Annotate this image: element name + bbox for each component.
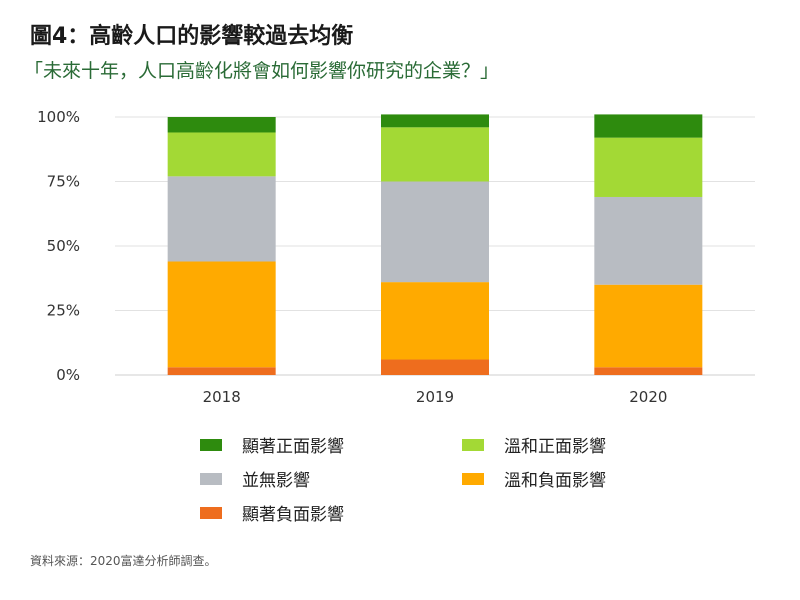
y-tick-label: 50% bbox=[47, 237, 80, 255]
bar-segment-mild-negative bbox=[381, 282, 489, 360]
bar-segment-mild-negative bbox=[167, 261, 276, 368]
bar-segment-no-impact bbox=[594, 196, 703, 285]
x-tick-label: 2020 bbox=[629, 388, 667, 406]
stacked-bar-chart: 0% 25% 50% 75% 100% 2018 2019 2020 bbox=[37, 108, 755, 406]
legend-swatch bbox=[200, 472, 222, 485]
legend-label: 溫和負面影響 bbox=[504, 471, 606, 491]
x-tick-label: 2019 bbox=[416, 388, 454, 406]
legend-swatch bbox=[462, 472, 484, 485]
legend-swatch bbox=[200, 506, 222, 519]
bar-segment-mild-positive bbox=[167, 132, 276, 177]
bar-segment-no-impact bbox=[381, 181, 489, 283]
bar-segment-mild-positive bbox=[594, 137, 703, 197]
x-tick-label: 2018 bbox=[203, 388, 241, 406]
legend-item-mild-positive: 溫和正面影響 bbox=[462, 432, 606, 457]
bar-segment-significant-positive bbox=[167, 117, 276, 133]
source-note: 資料來源：2020富達分析師調查。 bbox=[30, 554, 217, 568]
bar-segment-significant-positive bbox=[381, 114, 489, 128]
bar-segment-no-impact bbox=[167, 176, 276, 262]
chart-subtitle: 「未來十年，人口高齡化將會如何影響你研究的企業？」 bbox=[24, 60, 500, 82]
bar-segment-significant-negative bbox=[381, 359, 489, 375]
bar-segment-significant-negative bbox=[594, 367, 703, 375]
legend-label: 並無影響 bbox=[242, 471, 310, 491]
legend-swatch bbox=[200, 438, 222, 451]
legend-label: 溫和正面影響 bbox=[504, 437, 606, 457]
chart-title: 圖4：高齡人口的影響較過去均衡 bbox=[30, 24, 354, 49]
y-tick-label: 25% bbox=[47, 302, 80, 320]
legend-item-no-impact: 並無影響 bbox=[200, 466, 310, 491]
legend-swatch bbox=[462, 438, 484, 451]
legend-label: 顯著正面影響 bbox=[242, 437, 344, 457]
legend-item-significant-positive: 顯著正面影響 bbox=[200, 432, 344, 457]
bar-segment-mild-negative bbox=[594, 284, 703, 368]
legend-item-significant-negative: 顯著負面影響 bbox=[200, 500, 344, 525]
legend-label: 顯著負面影響 bbox=[242, 505, 344, 525]
y-tick-label: 75% bbox=[47, 173, 80, 191]
legend: 顯著正面影響 溫和正面影響 並無影響 溫和負面影響 顯著負面影響 bbox=[200, 432, 680, 532]
bar-segment-significant-negative bbox=[167, 367, 276, 375]
y-tick-label: 0% bbox=[56, 366, 80, 384]
bar-segment-mild-positive bbox=[381, 127, 489, 182]
y-tick-label: 100% bbox=[37, 108, 80, 126]
bar-segment-significant-positive bbox=[594, 114, 703, 138]
legend-item-mild-negative: 溫和負面影響 bbox=[462, 466, 606, 491]
